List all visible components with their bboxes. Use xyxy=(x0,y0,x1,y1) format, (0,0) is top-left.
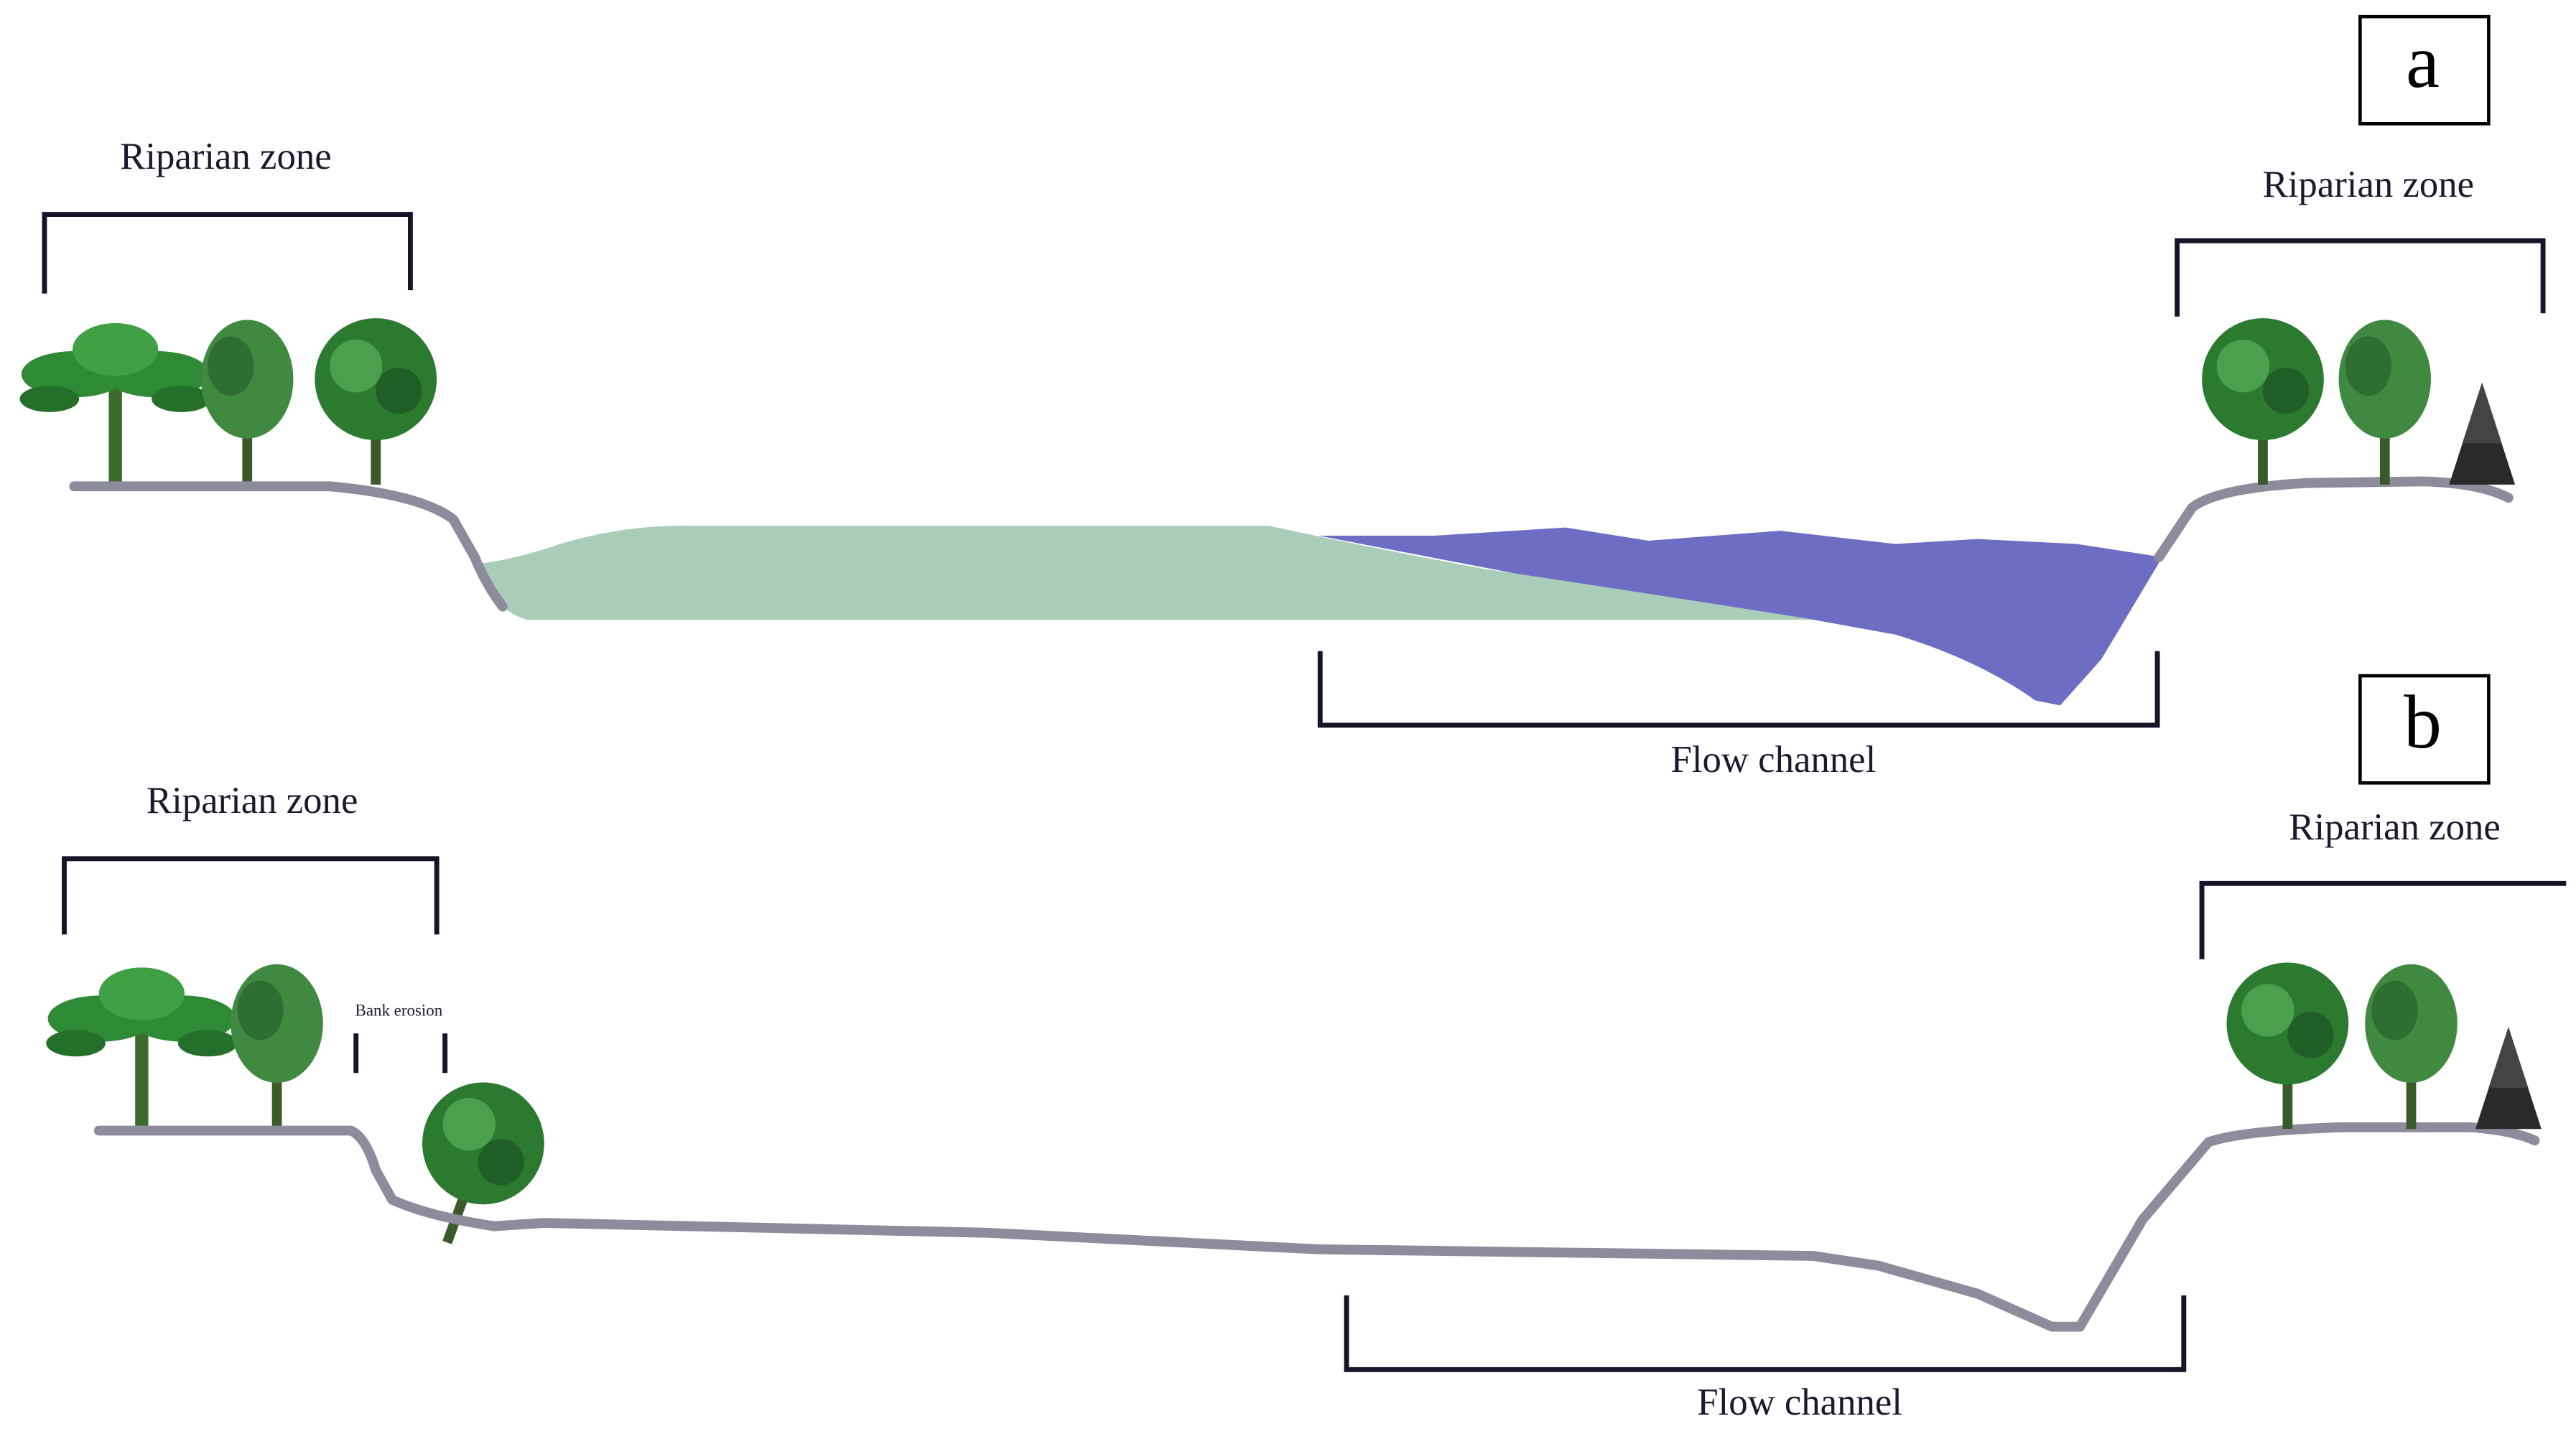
panel-b: Riparian zone Bank erosion Riparian zone… xyxy=(46,674,2567,1423)
right-zone-bracket xyxy=(2199,880,2567,959)
erosion-bracket xyxy=(353,1033,448,1074)
right-bank xyxy=(2154,476,2514,562)
panel-label: b xyxy=(2404,680,2442,764)
fallen-tree xyxy=(389,1065,562,1264)
tree xyxy=(19,323,211,485)
right-zone-label: Riparian zone xyxy=(2289,806,2501,848)
right-zone-label: Riparian zone xyxy=(2263,164,2474,205)
ground xyxy=(93,1122,2540,1332)
left-bank xyxy=(69,481,508,612)
left-zone-bracket xyxy=(42,212,413,294)
left-zone-label: Riparian zone xyxy=(120,136,331,177)
panel-a: Riparian zone Riparian zone a Flow chann… xyxy=(19,14,2546,781)
panel-label: a xyxy=(2406,19,2440,103)
panel-label-box xyxy=(2358,674,2491,785)
tree xyxy=(200,320,294,485)
water xyxy=(1318,527,2162,706)
tree xyxy=(2365,964,2458,1130)
tree xyxy=(231,964,323,1130)
left-zone-label: Riparian zone xyxy=(147,780,358,821)
tree xyxy=(46,967,238,1130)
sediment xyxy=(478,526,1813,620)
panel-label-box xyxy=(2358,14,2491,126)
tree xyxy=(2449,382,2516,485)
tree xyxy=(2202,318,2324,485)
tree xyxy=(315,318,437,485)
right-zone-bracket xyxy=(2175,238,2546,317)
channel-label: Flow channel xyxy=(1670,739,1876,781)
tree xyxy=(2226,962,2349,1130)
channel-bracket xyxy=(1317,651,2160,728)
channel-label: Flow channel xyxy=(1697,1382,1902,1423)
erosion-label: Bank erosion xyxy=(355,1002,443,1020)
tree xyxy=(2338,320,2432,485)
channel-bracket xyxy=(1344,1295,2187,1372)
tree xyxy=(2475,1026,2542,1130)
left-zone-bracket xyxy=(62,856,440,935)
